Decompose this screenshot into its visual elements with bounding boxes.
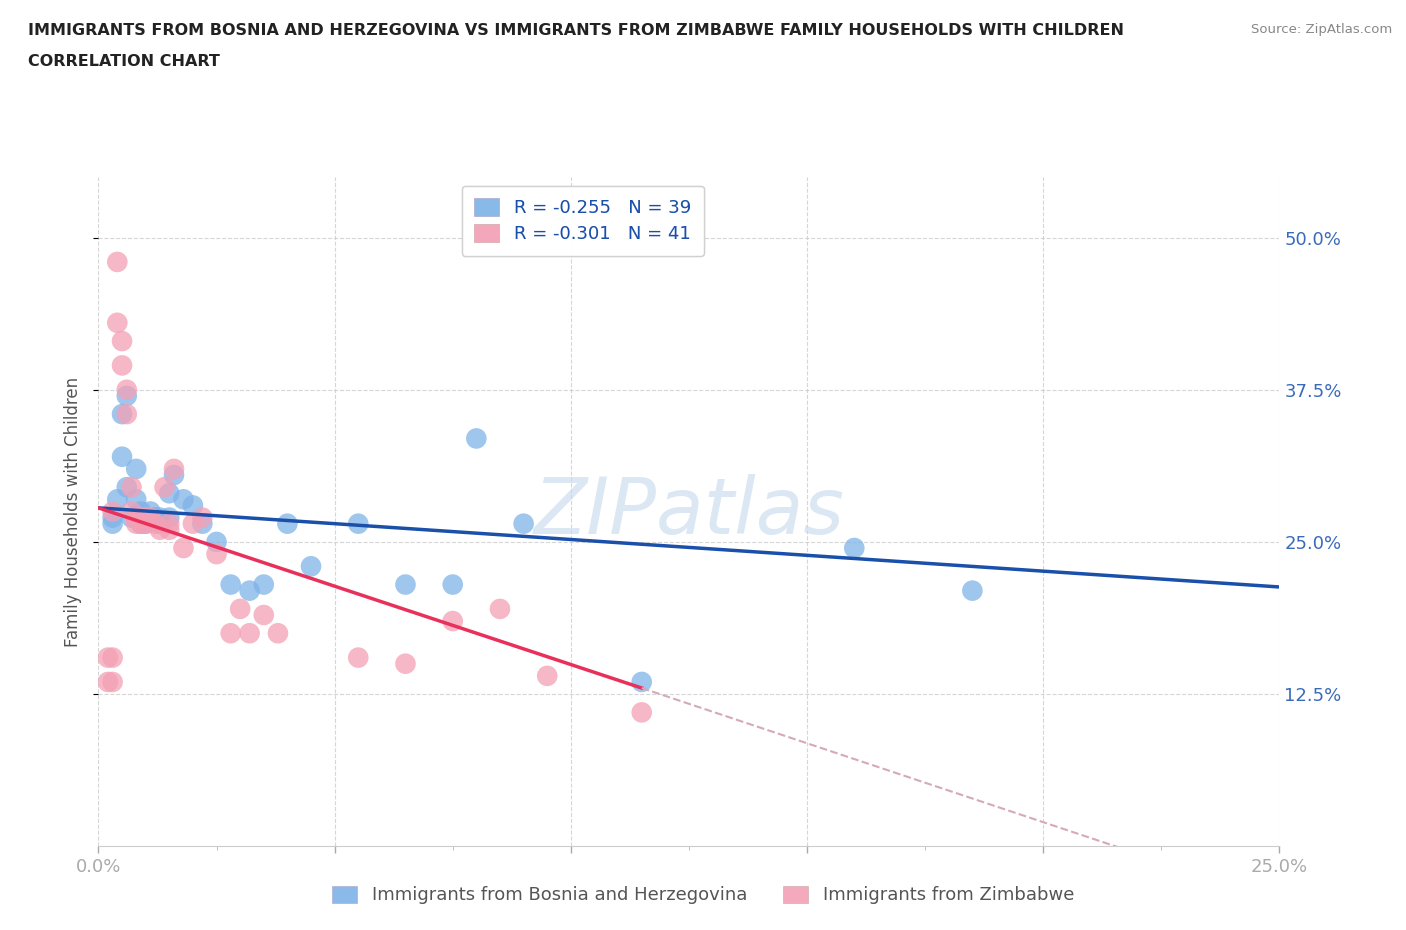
Point	[163, 468, 186, 483]
Point	[347, 650, 370, 665]
Point	[465, 431, 488, 445]
Point	[115, 389, 138, 404]
Point	[101, 650, 124, 665]
Point	[163, 461, 186, 476]
Point	[181, 516, 204, 531]
Point	[512, 516, 534, 531]
Point	[111, 449, 134, 464]
Point	[115, 480, 138, 495]
Point	[101, 504, 124, 519]
Point	[125, 516, 148, 531]
Y-axis label: Family Households with Children: Family Households with Children	[65, 377, 83, 646]
Point	[844, 540, 866, 555]
Point	[149, 511, 172, 525]
Point	[536, 669, 558, 684]
Point	[219, 578, 242, 592]
Point	[111, 358, 134, 373]
Point	[101, 511, 124, 525]
Point	[149, 523, 172, 538]
Point	[205, 535, 228, 550]
Point	[267, 626, 290, 641]
Point	[125, 492, 148, 507]
Text: Source: ZipAtlas.com: Source: ZipAtlas.com	[1251, 23, 1392, 36]
Point	[962, 583, 984, 598]
Point	[394, 578, 416, 592]
Point	[101, 516, 124, 531]
Point	[191, 516, 214, 531]
Point	[125, 461, 148, 476]
Point	[394, 657, 416, 671]
Point	[299, 559, 322, 574]
Point	[276, 516, 298, 531]
Point	[157, 485, 180, 500]
Point	[239, 626, 262, 641]
Point	[101, 674, 124, 689]
Point	[105, 255, 128, 270]
Point	[253, 578, 276, 592]
Point	[630, 674, 652, 689]
Point	[172, 540, 194, 555]
Point	[111, 406, 134, 421]
Point	[143, 511, 166, 525]
Text: CORRELATION CHART: CORRELATION CHART	[28, 54, 219, 69]
Point	[191, 511, 214, 525]
Point	[115, 406, 138, 421]
Point	[97, 650, 120, 665]
Point	[181, 498, 204, 512]
Point	[253, 607, 276, 622]
Point	[239, 583, 262, 598]
Point	[139, 511, 162, 525]
Point	[115, 382, 138, 397]
Point	[135, 511, 157, 525]
Point	[135, 516, 157, 531]
Point	[441, 578, 464, 592]
Point	[135, 516, 157, 531]
Point	[347, 516, 370, 531]
Point	[172, 492, 194, 507]
Legend: Immigrants from Bosnia and Herzegovina, Immigrants from Zimbabwe: Immigrants from Bosnia and Herzegovina, …	[325, 879, 1081, 911]
Point	[105, 492, 128, 507]
Point	[105, 315, 128, 330]
Point	[157, 516, 180, 531]
Point	[97, 674, 120, 689]
Point	[111, 334, 134, 349]
Point	[157, 511, 180, 525]
Point	[441, 614, 464, 629]
Point	[153, 480, 176, 495]
Point	[143, 511, 166, 525]
Point	[149, 516, 172, 531]
Text: ZIPatlas: ZIPatlas	[533, 473, 845, 550]
Point	[489, 602, 512, 617]
Point	[143, 516, 166, 531]
Point	[121, 480, 143, 495]
Point	[229, 602, 252, 617]
Point	[135, 511, 157, 525]
Point	[630, 705, 652, 720]
Text: IMMIGRANTS FROM BOSNIA AND HERZEGOVINA VS IMMIGRANTS FROM ZIMBABWE FAMILY HOUSEH: IMMIGRANTS FROM BOSNIA AND HERZEGOVINA V…	[28, 23, 1125, 38]
Point	[129, 516, 152, 531]
Point	[129, 504, 152, 519]
Point	[129, 511, 152, 525]
Point	[121, 504, 143, 519]
Point	[129, 516, 152, 531]
Point	[121, 511, 143, 525]
Legend: R = -0.255   N = 39, R = -0.301   N = 41: R = -0.255 N = 39, R = -0.301 N = 41	[461, 186, 704, 256]
Point	[125, 511, 148, 525]
Point	[157, 523, 180, 538]
Point	[219, 626, 242, 641]
Point	[139, 504, 162, 519]
Point	[205, 547, 228, 562]
